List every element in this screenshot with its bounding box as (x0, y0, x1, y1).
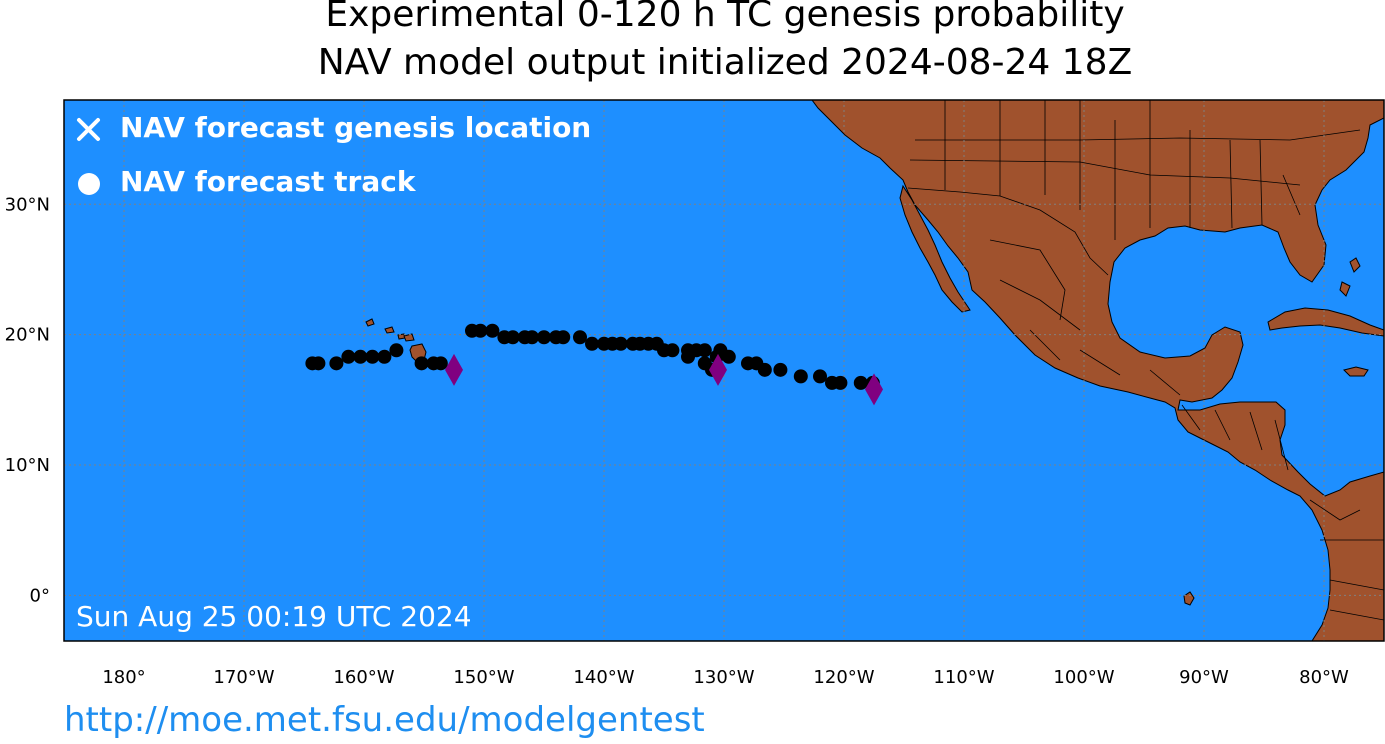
track-point (329, 356, 344, 371)
track-point (473, 323, 488, 338)
track-point (573, 330, 587, 345)
x-marker-icon (77, 118, 100, 141)
lon-tick-label: 80°W (1299, 667, 1349, 688)
baja-california (899, 184, 971, 313)
political-borders (907, 100, 1384, 621)
track-point (311, 356, 326, 371)
track-point (813, 369, 827, 384)
track-point (853, 375, 868, 390)
generation-timestamp: Sun Aug 25 00:19 UTC 2024 (76, 600, 472, 633)
track-point (414, 356, 429, 371)
track-point (833, 375, 848, 390)
track-point (525, 330, 539, 345)
lon-tick-label: 140°W (573, 667, 634, 688)
track-point (665, 343, 680, 358)
genesis-location-markers (445, 353, 883, 406)
genesis-marker (445, 353, 463, 386)
lon-tick-label: 170°W (213, 667, 274, 688)
lon-tick-label: 110°W (933, 667, 994, 688)
graticule-grid (64, 100, 1384, 641)
lat-tick-label: 20°N (5, 325, 50, 346)
genesis-marker (709, 353, 727, 386)
track-point (505, 330, 520, 345)
lat-tick-label: 30°N (5, 194, 50, 215)
dot-marker-icon (78, 173, 100, 195)
galapagos-islands (1183, 591, 1195, 606)
map-legend: NAV forecast genesis location NAV foreca… (77, 111, 591, 198)
lon-tick-label: 120°W (813, 667, 874, 688)
lat-tick-label: 0° (30, 585, 50, 606)
track-point (433, 356, 448, 371)
genesis-marker (865, 373, 883, 406)
bahamas-islands (1339, 257, 1361, 297)
track-point (697, 343, 712, 358)
footer-url-link[interactable]: http://moe.met.fsu.edu/modelgentest (64, 700, 705, 740)
track-point (681, 349, 695, 364)
lon-tick-label: 160°W (333, 667, 394, 688)
lon-tick-label: 130°W (693, 667, 754, 688)
track-point (721, 349, 736, 364)
jamaica-island (1343, 366, 1369, 377)
forecast-track-points (305, 323, 880, 390)
lat-tick-label: 10°N (5, 455, 50, 476)
track-point (485, 323, 500, 338)
lon-tick-label: 180° (102, 667, 145, 688)
track-point (757, 362, 772, 377)
track-point (365, 349, 380, 364)
track-point (773, 362, 788, 377)
track-point (793, 369, 808, 384)
track-point (585, 336, 599, 351)
track-point (353, 349, 368, 364)
lon-tick-label: 90°W (1179, 667, 1229, 688)
track-point (556, 330, 571, 345)
lon-tick-label: 100°W (1053, 667, 1114, 688)
track-point (377, 349, 392, 364)
legend-genesis-label: NAV forecast genesis location (120, 111, 591, 144)
track-point (389, 343, 404, 358)
cuba-island (1267, 307, 1384, 337)
track-point (537, 330, 551, 345)
map-frame (63, 99, 1385, 642)
axis-ticks: 180° 170°W 160°W 150°W 140°W 130°W 120°W 110°W 1… (5, 194, 1349, 688)
lon-tick-label: 150°W (453, 667, 514, 688)
track-point (341, 349, 356, 364)
map-title-line-2: NAV model output initialized 2024-08-24 … (317, 42, 1133, 83)
map-title-line-1: Experimental 0-120 h TC genesis probabil… (325, 0, 1125, 35)
track-point (613, 336, 628, 351)
legend-track-label: NAV forecast track (120, 165, 417, 198)
